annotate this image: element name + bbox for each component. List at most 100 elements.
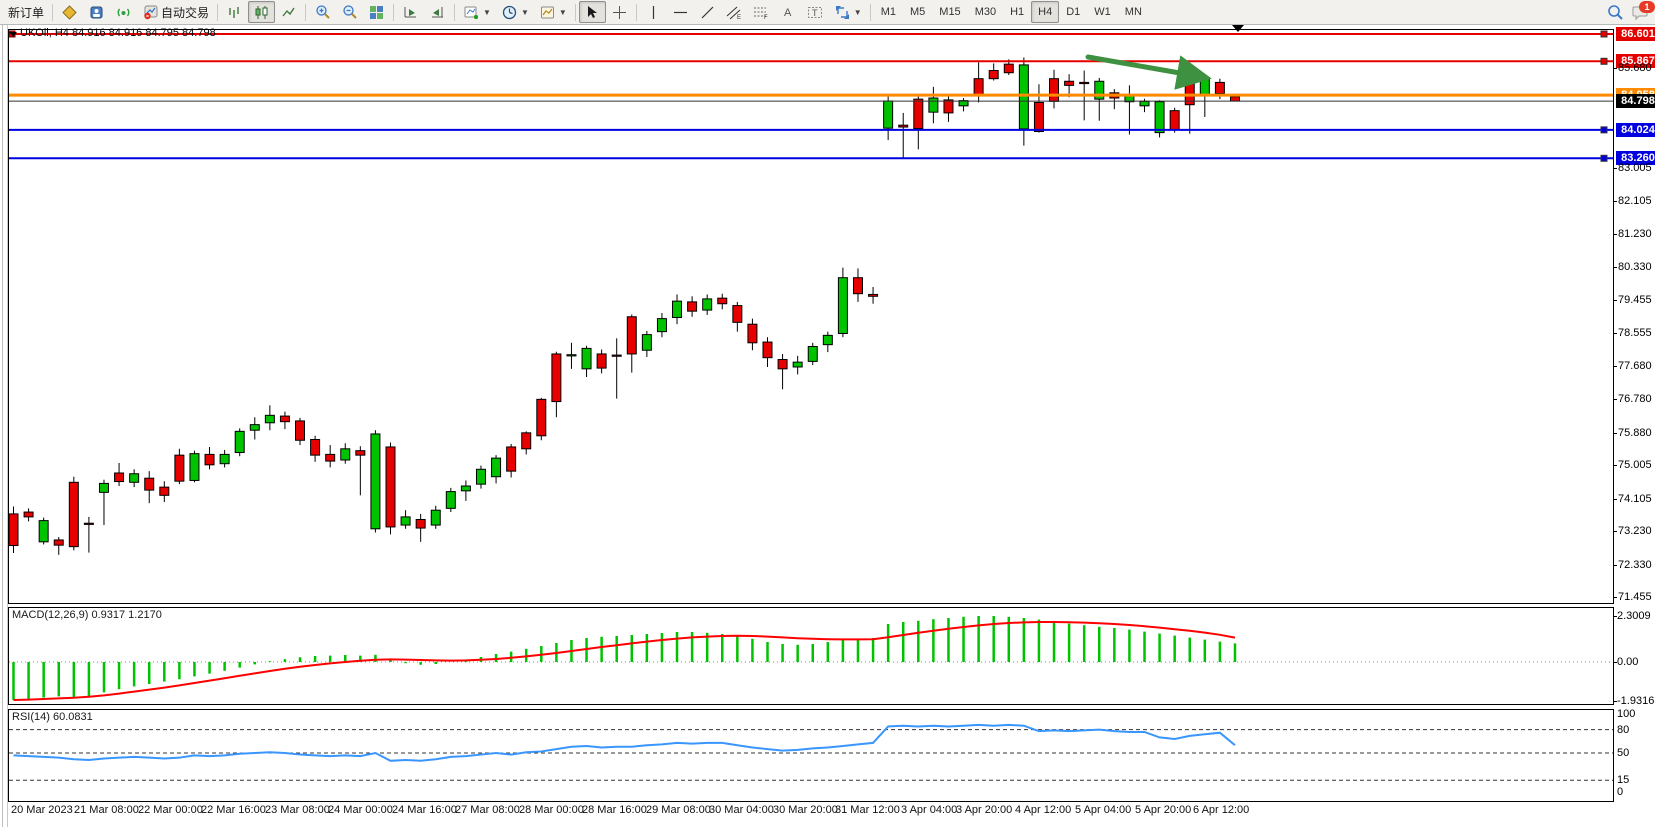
indicators-button[interactable]: ▼ (458, 1, 496, 23)
timeframe-button-M15[interactable]: M15 (939, 6, 961, 18)
timeframe-button-M30[interactable]: M30 (974, 6, 997, 18)
price-tick-label: 75.880 (1618, 426, 1652, 439)
timeframe-button-M1[interactable]: M1 (880, 6, 896, 18)
tile-windows-button[interactable] (363, 1, 390, 23)
price-tick-label: 77.680 (1618, 359, 1652, 372)
macd-label: MACD(12,26,9) 0.9317 1.2170 (12, 609, 162, 621)
line-chart-icon (280, 4, 297, 21)
periods-button[interactable]: ▼ (496, 1, 534, 23)
time-axis-label: 3 Apr 20:00 (956, 804, 1013, 816)
new-order-label: 新订单 (8, 5, 45, 20)
bull-candle (928, 97, 939, 113)
arrows-tool-button[interactable]: ▼ (829, 1, 867, 23)
templates-button[interactable]: ▼ (534, 1, 572, 23)
trend-annotation-arrow (1085, 54, 1212, 90)
cursor-arrow-icon (584, 4, 601, 21)
bull-candle (219, 453, 230, 465)
fibonacci-icon: F (753, 4, 770, 21)
rsi-line (13, 723, 1236, 762)
auto-scroll-icon (402, 4, 419, 21)
chevron-down-icon: ▼ (483, 7, 491, 17)
line-handle (1600, 126, 1608, 134)
bear-candle (898, 124, 909, 128)
auto-trading-button[interactable]: 自动交易 (137, 1, 214, 23)
bull-candle (475, 468, 486, 485)
bear-candle (506, 446, 517, 472)
toolbar-separator (52, 3, 54, 21)
bear-candle (1214, 81, 1225, 95)
trendline-tool-button[interactable] (694, 1, 721, 23)
time-axis-label: 5 Apr 20:00 (1135, 804, 1192, 816)
horizontal-line-tool-button[interactable] (667, 1, 694, 23)
price-tick-label: 82.105 (1618, 195, 1652, 208)
timeframe-button-MN[interactable]: MN (1124, 6, 1142, 18)
toolbar-separator (635, 3, 637, 21)
bull-candle (264, 414, 275, 424)
macd-signal-line (13, 621, 1236, 701)
price-chart-pane[interactable] (8, 29, 1614, 604)
vertical-line-tool-button[interactable] (640, 1, 667, 23)
notifications-icon[interactable]: 1 (1632, 0, 1655, 21)
bear-candle (1169, 110, 1180, 131)
auto-scroll-button[interactable] (397, 1, 424, 23)
cursor-button[interactable] (578, 1, 606, 23)
fibonacci-tool-button[interactable]: F (748, 1, 775, 23)
crosshair-button[interactable] (606, 1, 633, 23)
timeframe-button-H4[interactable]: H4 (1031, 1, 1060, 23)
zoom-out-icon (341, 4, 358, 21)
bull-candle (430, 509, 441, 526)
time-axis-label: 31 Mar 12:00 (835, 804, 900, 816)
chart-title-collapse-icon[interactable] (9, 32, 17, 37)
timeframe-group: M1 M5 M15 M30 H1 H4 D1 W1 MN (874, 1, 1149, 23)
macd-axis-label: -1.9316 (1617, 694, 1655, 707)
search-icon[interactable] (1607, 4, 1624, 21)
rsi-chart[interactable] (9, 710, 1613, 801)
timeframe-button-M5[interactable]: M5 (910, 6, 926, 18)
bear-candle (53, 539, 64, 546)
timeframe-button-D1[interactable]: D1 (1066, 6, 1081, 18)
timeframe-button-W1[interactable]: W1 (1094, 6, 1111, 18)
bear-candle (943, 99, 954, 114)
macd-axis-label: 0.00 (1617, 656, 1639, 668)
bull-candle (129, 473, 140, 483)
label-tool-button[interactable]: T (802, 1, 829, 23)
macd-indicator-pane[interactable] (8, 607, 1614, 705)
timeframe-button-H1[interactable]: H1 (1010, 6, 1025, 18)
bar-chart-mode-button[interactable] (221, 1, 248, 23)
toolbar-separator (574, 3, 576, 21)
chart-shift-button[interactable] (424, 1, 451, 23)
toolbar-right-group: 1 (1607, 0, 1655, 24)
new-order-button[interactable]: 新订单 (3, 1, 49, 23)
macd-chart[interactable] (9, 608, 1613, 704)
bear-candle (159, 486, 170, 496)
time-axis-label: 27 Mar 08:00 (455, 804, 520, 816)
bear-candle (295, 420, 306, 441)
time-axis-label: 4 Apr 12:00 (1015, 804, 1072, 816)
text-tool-button[interactable]: A (775, 1, 802, 23)
bull-candle (400, 516, 411, 526)
bull-candle (234, 430, 245, 454)
channel-tool-button[interactable]: E (721, 1, 748, 23)
candlestick-chart[interactable] (9, 30, 1613, 603)
time-axis-label: 3 Apr 04:00 (901, 804, 958, 816)
auto-trading-icon (142, 4, 159, 21)
data-window-button[interactable] (83, 1, 110, 23)
bull-candle (1139, 100, 1150, 107)
price-tick-label: 83.005 (1618, 161, 1652, 174)
time-axis-label: 24 Mar 16:00 (392, 804, 457, 816)
rsi-indicator-pane[interactable] (8, 709, 1614, 802)
price-level-badge: 86.601 (1616, 27, 1655, 41)
chart-shift-icon (429, 4, 446, 21)
bear-candle (687, 301, 698, 312)
market-watch-button[interactable] (56, 1, 83, 23)
signals-button[interactable] (110, 1, 137, 23)
bear-candle (23, 511, 34, 518)
zoom-out-button[interactable] (336, 1, 363, 23)
bear-candle (521, 432, 532, 450)
text-label-icon: T (807, 4, 824, 21)
line-chart-mode-button[interactable] (275, 1, 302, 23)
left-splitter[interactable] (0, 24, 8, 827)
candlestick-mode-button[interactable] (248, 1, 276, 23)
zoom-in-button[interactable] (309, 1, 336, 23)
rsi-axis-label: 15 (1617, 774, 1630, 787)
